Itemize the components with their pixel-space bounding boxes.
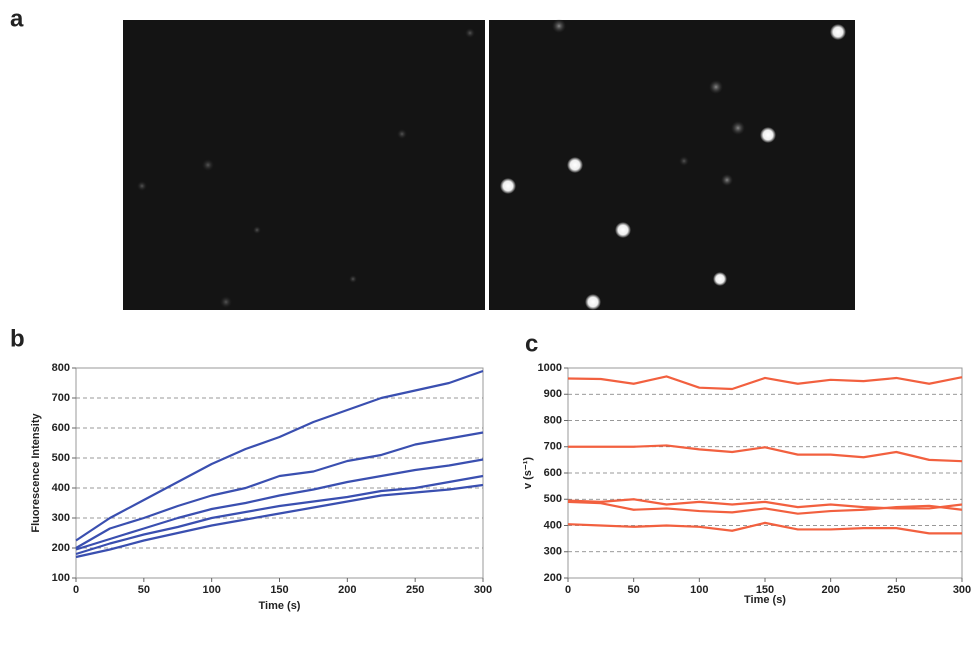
x-tick-label: 100 [690,584,708,596]
y-tick-label: 400 [544,519,562,531]
x-tick-label: 200 [338,584,356,596]
y-tick-label: 1000 [538,362,562,374]
x-tick-label: 100 [202,584,220,596]
x-tick-label: 300 [474,584,492,596]
data-line [75,369,484,542]
y-tick-label: 100 [52,572,70,584]
x-tick-label: 250 [887,584,905,596]
x-tick-label: 150 [756,584,774,596]
x-tick-label: 300 [953,584,971,596]
y-tick-label: 300 [52,512,70,524]
x-tick-label: 250 [406,584,424,596]
y-axis-label: Fluorescence Intensity [30,413,42,533]
data-line [75,431,484,549]
data-line [567,498,963,510]
y-tick-label: 500 [52,452,70,464]
y-tick-label: 700 [52,392,70,404]
data-line [75,483,484,559]
micrograph-left [123,20,485,310]
y-tick-label: 800 [52,362,70,374]
y-tick-label: 600 [544,467,562,479]
y-tick-label: 200 [52,542,70,554]
x-axis-label: Time (s) [744,594,786,606]
panel-label: b [10,325,25,352]
x-axis-label: Time (s) [259,600,301,612]
y-tick-label: 300 [544,546,562,558]
data-line [75,458,484,551]
y-tick-label: 600 [52,422,70,434]
panel-label: c [525,330,538,357]
plot-area [75,367,484,579]
data-line [75,474,484,556]
y-tick-label: 700 [544,441,562,453]
x-tick-label: 50 [628,584,640,596]
x-tick-label: 0 [565,584,571,596]
y-axis-label: v (s⁻¹) [522,457,534,489]
y-tick-label: 200 [544,572,562,584]
x-tick-label: 0 [73,584,79,596]
data-line [567,375,963,391]
x-tick-label: 50 [138,584,150,596]
data-line [568,444,963,463]
micrograph-right [489,19,855,310]
x-tick-label: 200 [821,584,839,596]
x-tick-label: 150 [270,584,288,596]
panel-label: a [10,5,24,32]
y-tick-label: 400 [52,482,70,494]
y-tick-label: 900 [544,388,562,400]
y-tick-label: 500 [544,493,562,505]
y-tick-label: 800 [544,414,562,426]
data-line [567,521,962,535]
data-line [567,500,963,515]
